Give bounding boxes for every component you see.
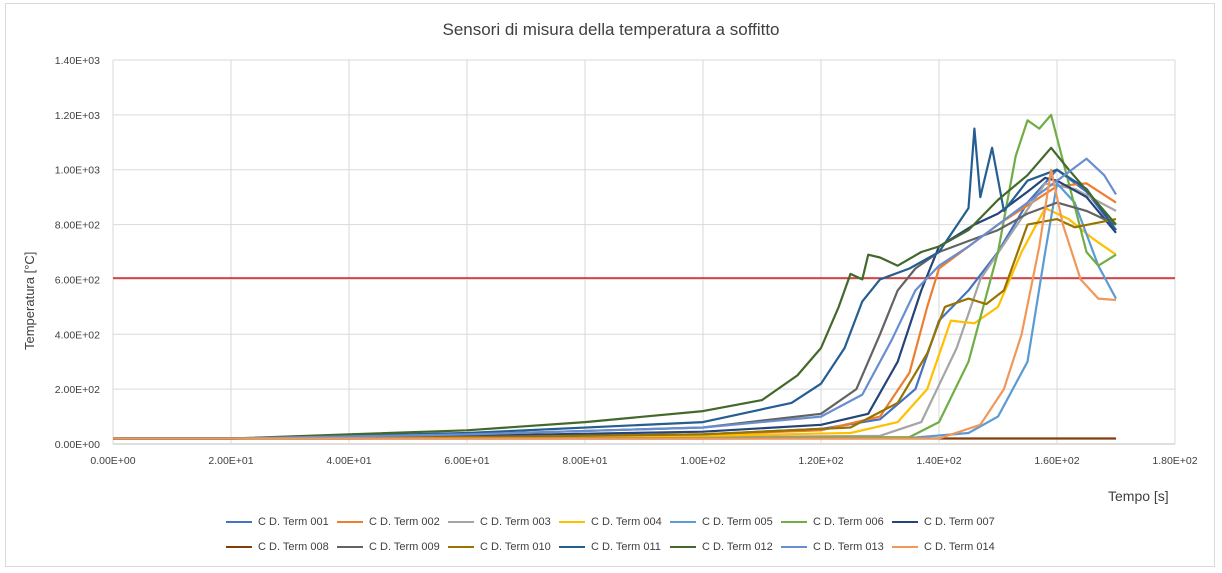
legend-swatch: [781, 545, 807, 549]
legend-item: C D. Term 002: [337, 516, 440, 528]
legend-swatch: [559, 545, 585, 549]
y-tick-label: 0.00E+00: [55, 439, 100, 451]
legend-label: C D. Term 014: [924, 541, 995, 553]
legend-item: C D. Term 006: [781, 516, 884, 528]
x-tick-label: 1.00E+02: [680, 455, 725, 467]
y-tick-label: 2.00E+02: [55, 384, 100, 396]
legend-item: C D. Term 010: [448, 541, 551, 553]
series-line-5: [113, 182, 1117, 440]
legend-swatch: [337, 520, 363, 524]
y-tick-label: 1.40E+03: [55, 55, 100, 67]
legend-swatch: [448, 545, 474, 549]
series-line-11: [113, 127, 1117, 440]
series-line-1: [113, 168, 1117, 440]
y-tick-label: 1.20E+03: [55, 110, 100, 122]
legend-label: C D. Term 008: [258, 541, 329, 553]
legend-label: C D. Term 004: [591, 516, 662, 528]
y-tick-label: 6.00E+02: [55, 274, 100, 286]
x-tick-label: 6.00E+01: [444, 455, 489, 467]
legend-item: C D. Term 009: [337, 541, 440, 553]
series-lines: [113, 113, 1117, 440]
legend-label: C D. Term 003: [480, 516, 551, 528]
legend-label: C D. Term 010: [480, 541, 551, 553]
gridlines: [112, 59, 1176, 445]
legend-label: C D. Term 002: [369, 516, 440, 528]
chart-title: Sensori di misura della temperatura a so…: [442, 20, 780, 39]
x-tick-label: 1.40E+02: [916, 455, 961, 467]
x-tick-label: 2.00E+01: [208, 455, 253, 467]
legend-swatch: [559, 520, 585, 524]
legend-item: C D. Term 013: [781, 541, 884, 553]
legend-swatch: [670, 545, 696, 549]
legend-swatch: [448, 520, 474, 524]
legend-item: C D. Term 005: [670, 516, 773, 528]
legend-swatch: [226, 520, 252, 524]
x-axis-title: Tempo [s]: [1108, 488, 1169, 504]
legend-item: C D. Term 012: [670, 541, 773, 553]
series-line-3: [113, 182, 1117, 440]
legend-item: C D. Term 011: [559, 541, 661, 553]
series-line-10: [113, 218, 1117, 440]
x-tick-label: 8.00E+01: [562, 455, 607, 467]
x-tick-label: 4.00E+01: [326, 455, 371, 467]
x-tick-label: 1.80E+02: [1152, 455, 1197, 467]
legend-label: C D. Term 007: [924, 516, 995, 528]
legend-label: C D. Term 013: [813, 541, 884, 553]
chart-frame: [5, 3, 1215, 567]
legend-item: C D. Term 008: [226, 541, 329, 553]
legend-item: C D. Term 003: [448, 516, 551, 528]
legend-label: C D. Term 006: [813, 516, 884, 528]
legend-item: C D. Term 014: [892, 541, 995, 553]
series-line-2: [113, 182, 1117, 440]
legend-swatch: [781, 520, 807, 524]
legend-label: C D. Term 011: [591, 541, 661, 553]
legend-label: C D. Term 001: [258, 516, 329, 528]
y-tick-label: 1.00E+03: [55, 165, 100, 177]
legend-swatch: [670, 520, 696, 524]
series-line-7: [113, 176, 1117, 440]
y-tick-label: 8.00E+02: [55, 220, 100, 232]
legend-swatch: [226, 545, 252, 549]
series-line-12: [113, 146, 1117, 440]
legend-item: C D. Term 007: [892, 516, 995, 528]
x-tick-label: 0.00E+00: [90, 455, 135, 467]
tick-labels: 0.00E+00 2.00E+02 4.00E+02 6.00E+02 8.00E+02…: [55, 55, 1198, 467]
legend-label: C D. Term 012: [702, 541, 773, 553]
y-axis-title: Temperatura [°C]: [22, 251, 37, 350]
x-tick-label: 1.60E+02: [1034, 455, 1079, 467]
legend-swatch: [892, 520, 918, 524]
series-line-6: [113, 113, 1117, 440]
series-line-14: [113, 168, 1117, 440]
series-line-13: [113, 157, 1117, 440]
legend-swatch: [892, 545, 918, 549]
legend-swatch: [337, 545, 363, 549]
x-tick-label: 1.20E+02: [798, 455, 843, 467]
y-tick-label: 4.00E+02: [55, 329, 100, 341]
legend-label: C D. Term 005: [702, 516, 773, 528]
legend-label: C D. Term 009: [369, 541, 440, 553]
legend-item: C D. Term 001: [226, 516, 329, 528]
legend-item: C D. Term 004: [559, 516, 662, 528]
